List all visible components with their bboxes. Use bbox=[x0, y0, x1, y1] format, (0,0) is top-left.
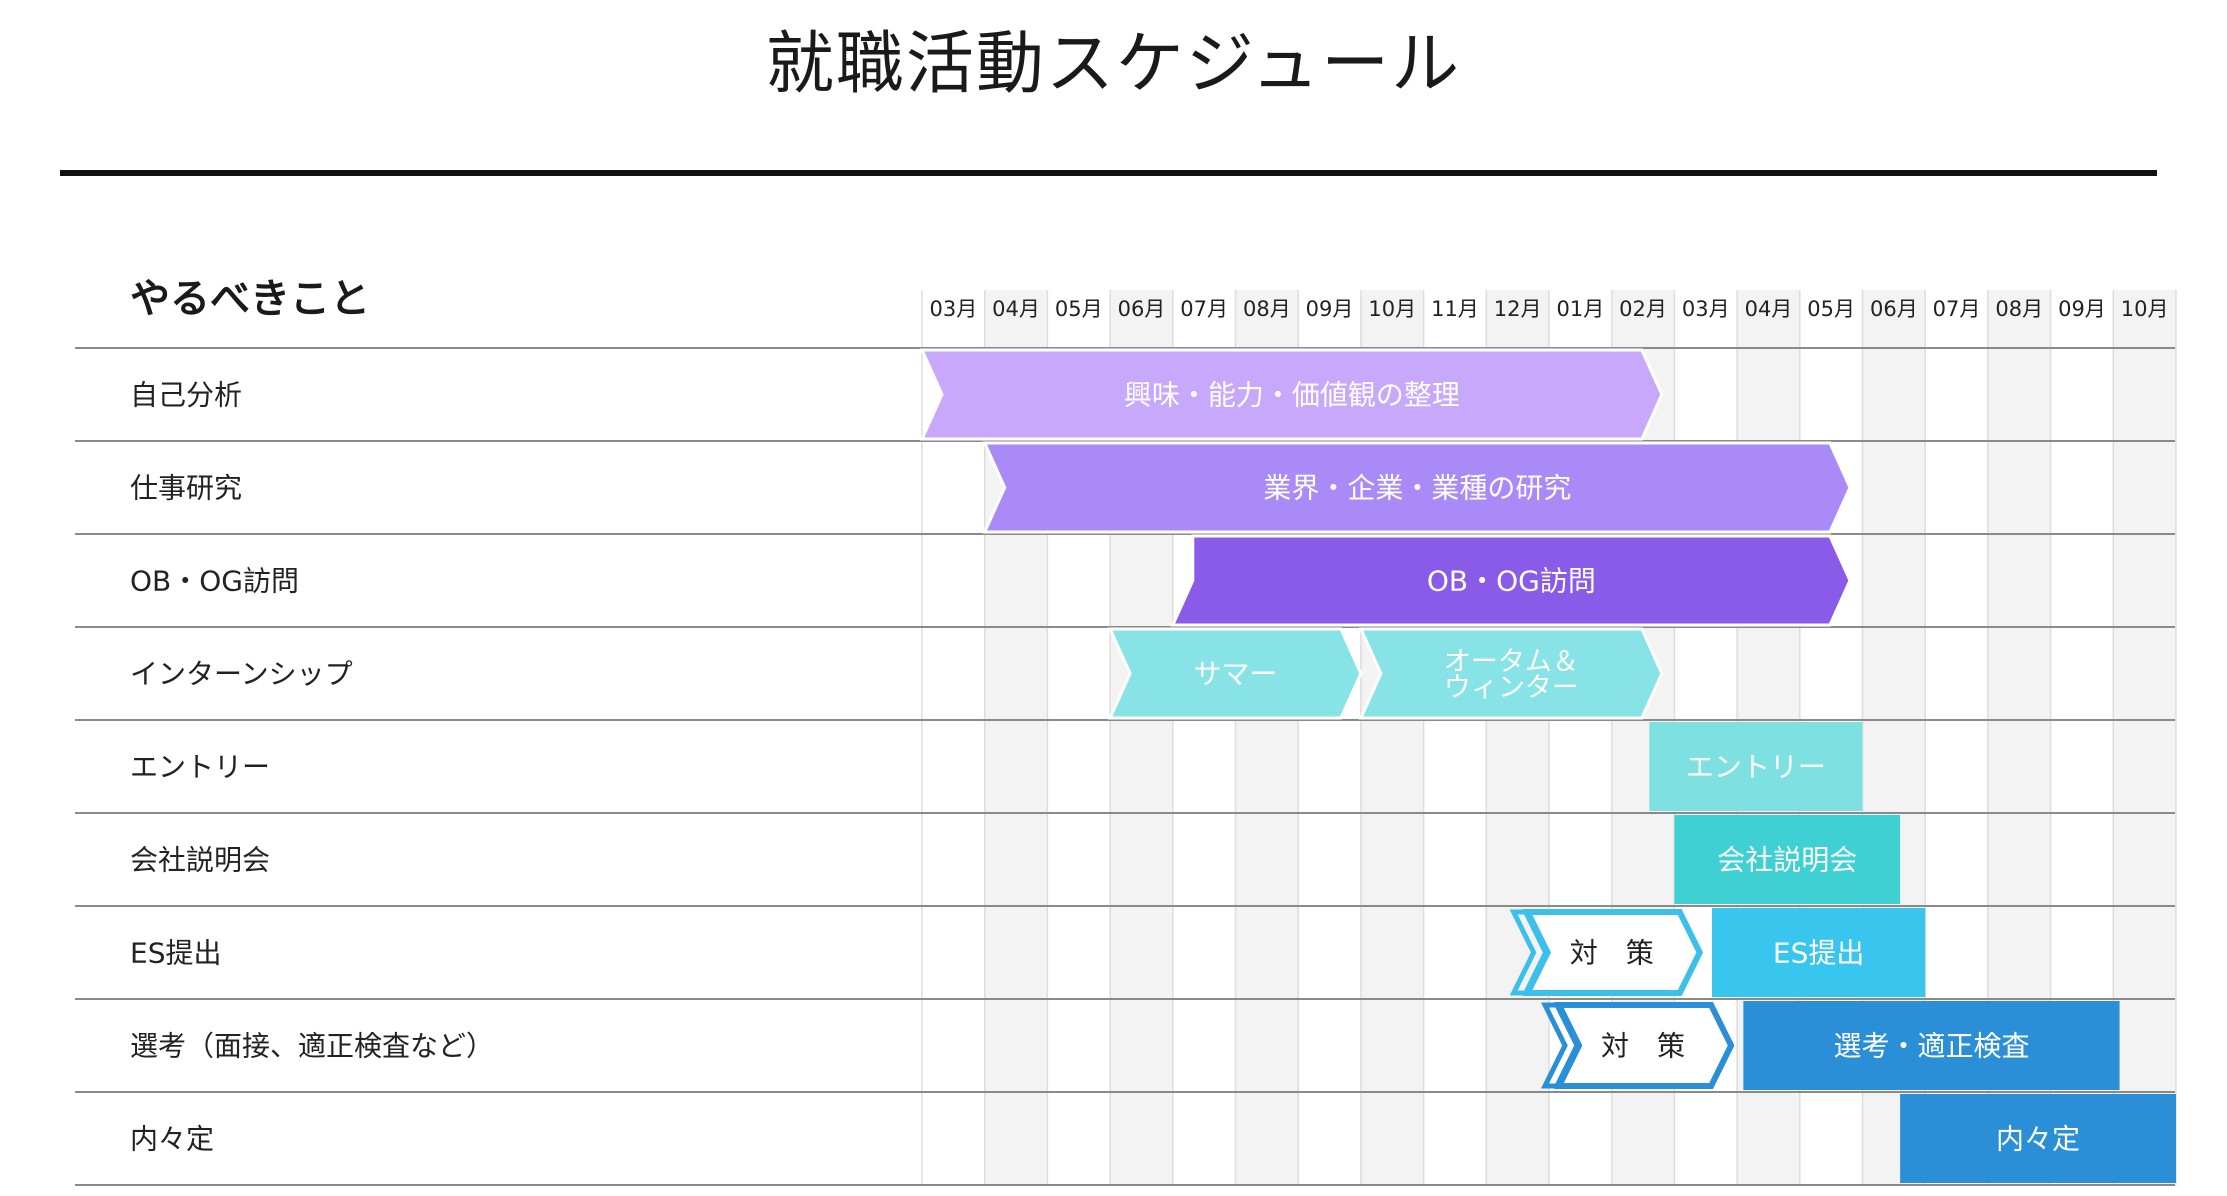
month-tick-label: 04月 bbox=[1745, 297, 1793, 321]
gantt-bar-label: オータム＆ bbox=[1444, 647, 1579, 678]
gantt-bar bbox=[1649, 722, 1863, 811]
month-tick-label: 05月 bbox=[1055, 297, 1103, 321]
gantt-bar bbox=[1170, 534, 1852, 627]
month-tick-label: 09月 bbox=[1306, 297, 1354, 321]
gantt-bar-label: 対 策 bbox=[1601, 1030, 1685, 1063]
month-tick-label: 06月 bbox=[1870, 297, 1918, 321]
month-tick-label: 08月 bbox=[1995, 297, 2043, 321]
task-label: エントリー bbox=[130, 751, 270, 784]
gantt-bar-label: ES提出 bbox=[1773, 937, 1864, 970]
gantt-bar-label: 業界・企業・業種の研究 bbox=[1263, 472, 1571, 505]
gantt-bar bbox=[982, 441, 1852, 534]
month-tick-label: 12月 bbox=[1494, 297, 1542, 321]
gantt-bar-label: サマー bbox=[1193, 658, 1277, 691]
gantt-bar-outline-accent bbox=[1509, 909, 1549, 996]
title-divider bbox=[60, 170, 2157, 176]
gantt-bar-label: 選考・適正検査 bbox=[1833, 1030, 2029, 1063]
gantt-bar bbox=[1743, 1001, 2120, 1090]
month-tick-label: 10月 bbox=[2121, 297, 2169, 321]
gantt-bar-label: 内々定 bbox=[1996, 1123, 2080, 1156]
task-label: ES提出 bbox=[130, 937, 221, 970]
month-tick-label: 05月 bbox=[1807, 297, 1855, 321]
gantt-bar bbox=[1712, 908, 1926, 997]
gantt-bar-label: 対 策 bbox=[1570, 937, 1654, 970]
month-tick-label: 10月 bbox=[1368, 297, 1416, 321]
task-label: 会社説明会 bbox=[130, 844, 270, 877]
month-tick-label: 06月 bbox=[1118, 297, 1166, 321]
gantt-bar-label: 興味・能力・価値観の整理 bbox=[1124, 379, 1460, 412]
gantt-bar-label: ウィンター bbox=[1444, 673, 1579, 704]
month-tick-label: 01月 bbox=[1556, 297, 1604, 321]
task-label: 自己分析 bbox=[130, 379, 242, 412]
task-label: 仕事研究 bbox=[130, 472, 242, 505]
month-column bbox=[2113, 290, 2176, 1185]
gantt-bar bbox=[1674, 815, 1901, 904]
gantt-bar-outline-accent bbox=[1540, 1002, 1580, 1089]
task-label: 選考（面接、適正検査など） bbox=[130, 1030, 494, 1063]
month-tick-label: 07月 bbox=[1933, 297, 1981, 321]
month-tick-label: 03月 bbox=[929, 297, 977, 321]
gantt-bar bbox=[1107, 627, 1363, 720]
task-label: インターンシップ bbox=[130, 658, 353, 691]
gantt-bar-label: エントリー bbox=[1686, 751, 1826, 784]
month-tick-label: 08月 bbox=[1243, 297, 1291, 321]
month-tick-label: 11月 bbox=[1431, 297, 1479, 321]
gantt-bar bbox=[1900, 1094, 2176, 1183]
month-tick-label: 09月 bbox=[2058, 297, 2106, 321]
gantt-bar bbox=[919, 348, 1664, 441]
page-title: 就職活動スケジュール bbox=[765, 25, 1462, 104]
gantt-bar-label: OB・OG訪問 bbox=[1427, 565, 1596, 598]
month-tick-label: 07月 bbox=[1180, 297, 1228, 321]
month-tick-label: 04月 bbox=[992, 297, 1040, 321]
task-column-header: やるべきこと bbox=[130, 276, 370, 322]
task-label: 内々定 bbox=[130, 1123, 214, 1156]
task-label: OB・OG訪問 bbox=[130, 565, 299, 598]
month-tick-label: 02月 bbox=[1619, 297, 1667, 321]
gantt-bar-label: 会社説明会 bbox=[1717, 844, 1857, 877]
month-tick-label: 03月 bbox=[1682, 297, 1730, 321]
gantt-bar bbox=[1358, 627, 1664, 720]
